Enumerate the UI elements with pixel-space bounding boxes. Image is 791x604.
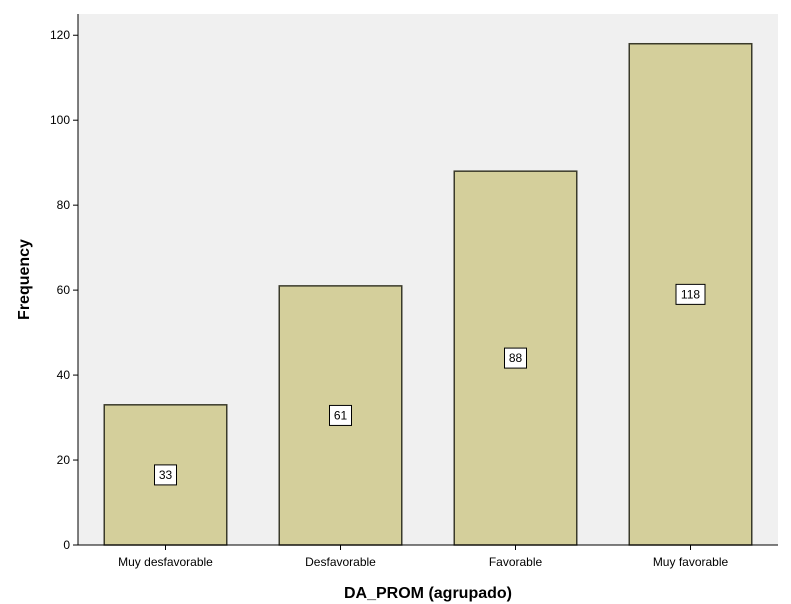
y-tick-label-3: 60: [57, 283, 71, 297]
axes-layer: Muy desfavorable Desfavorable Favorable Muy…: [50, 14, 778, 569]
data-label-2: 88: [509, 351, 523, 365]
x-axis-title: DA_PROM (agrupado): [344, 585, 512, 602]
x-tick-label-2: Favorable: [489, 555, 543, 569]
data-label-box-0: [154, 464, 177, 486]
data-label-0: 33: [159, 468, 173, 482]
data-label-3: 118: [681, 287, 700, 301]
data-labels-layer: 33 61 88 118: [154, 283, 706, 486]
y-tick-label-6: 120: [50, 28, 70, 42]
y-tick-label-0: 0: [63, 538, 70, 552]
y-tick-label-2: 40: [57, 368, 71, 382]
x-tick-label-3: Muy favorable: [653, 555, 729, 569]
y-tick-label-1: 20: [57, 453, 71, 467]
y-tick-label-4: 80: [57, 198, 71, 212]
data-label-1: 61: [334, 408, 348, 422]
y-axis-title: Frequency: [16, 239, 33, 320]
x-tick-label-1: Desfavorable: [305, 555, 376, 569]
y-tick-label-5: 100: [50, 113, 70, 127]
data-label-box-3: [675, 283, 706, 305]
x-tick-label-0: Muy desfavorable: [118, 555, 213, 569]
data-label-box-1: [329, 404, 352, 426]
data-label-box-2: [504, 347, 527, 369]
